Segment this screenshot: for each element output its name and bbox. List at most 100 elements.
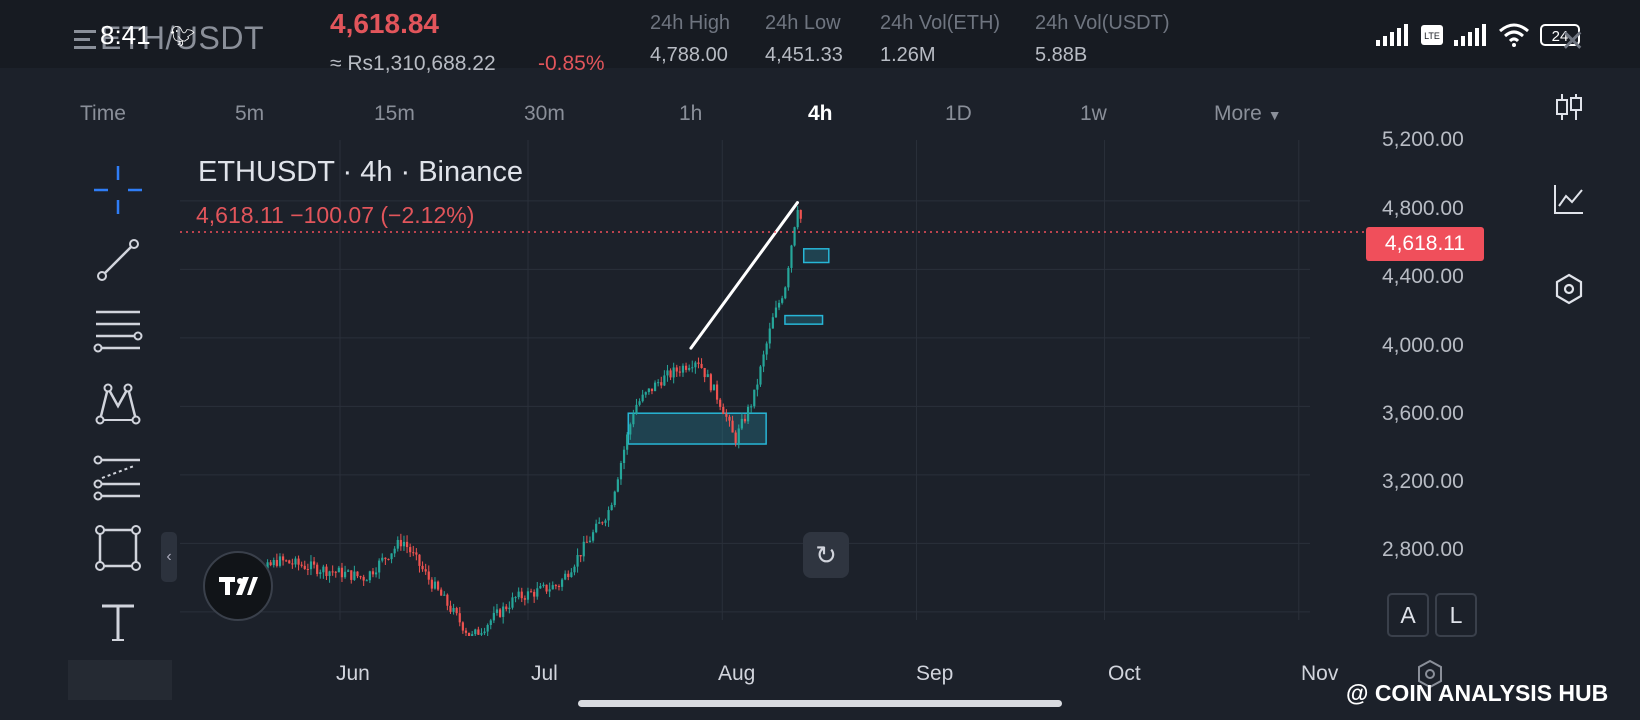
tool-scroll-more[interactable] [68,660,172,700]
candle-body [371,571,375,575]
tab-time[interactable]: Time [80,102,126,125]
candle-body [505,606,508,610]
candle-body [616,479,619,492]
candle-body [477,629,480,635]
candle-body [520,591,523,599]
candle-body [471,634,474,636]
candle-body [378,560,381,573]
signal-icon [1376,24,1408,46]
candle-body [709,374,712,391]
candle-body [322,566,325,573]
crosshair-icon[interactable] [92,164,144,216]
tab-15m[interactable]: 15m [374,102,415,125]
candle-body [458,613,461,623]
candle-body [436,581,440,590]
candlestick-type-icon[interactable] [1552,90,1586,124]
menu-icon[interactable] [74,26,100,52]
y-tick: 4,400.00 [1382,265,1464,288]
candle-body [312,561,316,565]
tab-30m[interactable]: 30m [524,102,565,125]
rectangle-icon[interactable] [92,522,144,574]
candle-body [309,561,313,570]
close-icon[interactable]: ✕ [1560,25,1586,58]
candle-body [545,584,548,592]
candle-body [424,569,427,572]
x-tick: Jul [531,662,558,685]
candle-body [340,567,344,578]
candle-body [759,366,762,385]
candle-body [285,560,288,562]
fib-retracement-icon[interactable] [92,304,144,356]
candle-body [753,389,756,407]
chart-quote: 4,618.11 −100.07 (−2.12%) [196,202,475,228]
chevron-down-icon: ▼ [1267,107,1282,123]
auto-scale-button[interactable]: A [1387,593,1429,637]
log-scale-button[interactable]: L [1435,593,1477,637]
candle-body [740,418,743,429]
price-chart[interactable] [180,140,1366,636]
indicators-icon[interactable] [1552,182,1586,216]
candle-body [560,579,564,587]
zone-box [627,412,767,445]
layout-hex-icon[interactable] [1415,659,1445,689]
candle-body [294,558,297,565]
collapse-toolbar-button[interactable]: ‹ [161,532,177,582]
candle-body [536,588,539,597]
candle-body [638,401,641,405]
candle-body [412,552,415,554]
stat-label-vol-eth: 24h Vol(ETH) [880,12,1001,34]
settings-hex-icon[interactable] [1552,272,1586,306]
candle-body [455,608,458,614]
tab-1w[interactable]: 1w [1080,102,1107,125]
candle-body [415,552,418,555]
candle-body [347,570,350,572]
candle-body [319,572,322,574]
candle-body [443,594,446,596]
pair-symbol[interactable]: ETH/USDT [100,20,264,56]
candle-body [629,424,632,435]
candle-body [632,414,635,425]
trendline-icon[interactable] [92,234,144,286]
volte-icon: LTE [1421,25,1443,45]
candle-body [653,382,657,392]
candle-body [756,384,759,390]
y-tick: 5,200.00 [1382,128,1464,151]
tab-4h[interactable]: 4h [808,102,833,125]
last-price: 4,618.84 [330,8,439,39]
candle-body [591,532,595,541]
candle-body [551,585,554,590]
text-tool-icon[interactable] [92,596,144,648]
candle-body [746,406,750,422]
candle-body [316,564,319,574]
home-indicator[interactable] [578,700,1062,707]
candle-body [771,317,774,329]
candle-body [774,307,778,318]
candle-body [446,594,449,606]
candle-body [362,576,365,581]
tab-1d[interactable]: 1D [945,102,972,125]
candle-body [343,571,347,578]
candle-body [619,463,623,480]
candle-body [275,559,278,566]
candle-body [390,553,393,560]
candle-body [644,392,647,395]
prediction-icon[interactable] [92,452,144,504]
tab-more[interactable]: More ▼ [1214,102,1282,126]
tab-1h[interactable]: 1h [679,102,703,125]
candle-body [427,571,430,580]
x-tick: Sep [916,662,954,685]
reset-chart-icon[interactable]: ↻ [803,532,849,578]
y-tick: 4,000.00 [1382,334,1464,357]
drawn-trendline [689,201,799,350]
candle-body [356,571,359,577]
candle-body [396,539,399,549]
pattern-icon[interactable] [92,380,144,432]
candle-body [598,522,601,524]
zone-box [802,248,830,264]
x-tick: Aug [718,662,756,685]
tab-5m[interactable]: 5m [235,102,265,125]
x-tick: Oct [1108,662,1141,685]
stat-label-vol-usdt: 24h Vol(USDT) [1035,12,1170,34]
candle-body [647,388,650,393]
battery-icon: 24 [1540,24,1580,46]
